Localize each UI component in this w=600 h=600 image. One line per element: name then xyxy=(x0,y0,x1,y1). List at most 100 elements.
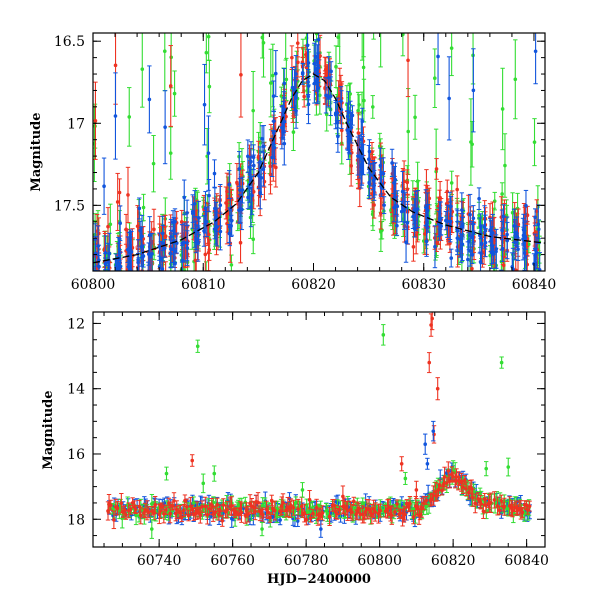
red-data-point xyxy=(285,496,291,518)
red-data-point xyxy=(302,503,307,523)
bottom-panel: 60740 60760 60780 60800 60820 60840 12 14 16 18 M… xyxy=(41,311,549,587)
green-data-point xyxy=(268,48,273,118)
green-data-point xyxy=(513,39,518,120)
blue-data-point xyxy=(227,170,232,200)
top-panel: 60800 60810 60820 60830 60840 16.5 17 17.5 Magn… xyxy=(29,0,556,300)
red-data-point xyxy=(205,505,210,525)
red-data-point xyxy=(272,500,277,521)
red-data-point xyxy=(295,33,300,58)
red-data-point xyxy=(267,512,273,523)
blue-data-point xyxy=(249,176,255,215)
blue-data-point xyxy=(424,204,429,246)
blue-data-point xyxy=(499,269,504,271)
green-outlier-point xyxy=(499,356,504,369)
bottom-panel-data-points xyxy=(105,312,532,539)
top-x-tick-label: 60810 xyxy=(181,277,226,293)
blue-data-point xyxy=(113,72,118,160)
blue-data-point xyxy=(281,97,287,122)
green-data-point xyxy=(291,113,296,151)
blue-data-point xyxy=(466,232,472,251)
red-data-point xyxy=(431,485,436,506)
blue-data-point xyxy=(271,111,276,132)
green-data-point xyxy=(337,33,342,64)
bottom-panel-frame xyxy=(92,311,546,548)
green-data-point xyxy=(203,261,209,271)
red-outlier-point xyxy=(399,456,404,472)
blue-data-point xyxy=(185,230,190,266)
blue-data-point xyxy=(482,205,487,249)
red-data-point xyxy=(168,45,173,127)
red-data-point xyxy=(93,81,98,160)
blue-data-point xyxy=(147,65,152,134)
red-data-point xyxy=(310,509,316,518)
green-data-point xyxy=(127,87,132,147)
green-outlier-point xyxy=(506,457,511,477)
red-data-point xyxy=(444,477,450,489)
blue-data-point xyxy=(435,33,441,86)
top-y-tick-label: 17 xyxy=(67,116,85,132)
blue-data-point xyxy=(315,44,320,80)
green-data-point xyxy=(502,133,508,198)
blue-data-point xyxy=(445,204,450,238)
red-data-point xyxy=(481,503,486,519)
blue-data-point xyxy=(129,230,134,271)
red-data-point xyxy=(209,497,215,513)
red-data-point xyxy=(217,504,223,517)
red-data-point xyxy=(349,503,355,521)
red-data-point xyxy=(238,33,244,118)
blue-data-point xyxy=(137,197,142,220)
blue-data-point xyxy=(467,193,473,236)
green-data-point xyxy=(378,33,383,68)
red-data-point xyxy=(307,490,312,510)
bottom-x-tick-label: 60840 xyxy=(504,553,549,569)
red-data-point xyxy=(407,496,413,512)
red-data-point xyxy=(163,504,169,515)
bottom-x-tick-label: 60760 xyxy=(210,553,255,569)
blue-data-point xyxy=(432,225,438,269)
red-data-point xyxy=(437,479,442,491)
red-data-point xyxy=(454,175,460,204)
blue-data-point xyxy=(279,105,285,150)
blue-data-point xyxy=(533,33,538,85)
red-data-point xyxy=(320,505,325,521)
blue-data-point xyxy=(259,125,265,153)
red-data-point xyxy=(301,85,307,108)
green-outlier-point xyxy=(300,482,305,498)
top-x-tick-label: 60820 xyxy=(291,277,336,293)
green-data-point xyxy=(370,95,375,119)
red-data-point xyxy=(220,514,225,527)
blue-data-point xyxy=(168,218,174,255)
blue-data-point xyxy=(371,163,376,198)
blue-data-point xyxy=(500,220,505,241)
blue-data-point xyxy=(460,213,465,240)
green-data-point xyxy=(406,88,411,176)
green-data-point xyxy=(335,33,341,47)
green-data-point xyxy=(206,33,211,61)
blue-data-point xyxy=(214,207,220,247)
red-data-point xyxy=(199,500,205,513)
bottom-panel-axes: 60740 60760 60780 60800 60820 60840 12 14 16 18 xyxy=(67,312,549,569)
blue-data-point xyxy=(479,224,484,265)
red-data-point xyxy=(424,495,429,505)
blue-data-point xyxy=(350,105,355,126)
blue-data-point xyxy=(504,216,510,253)
blue-data-point xyxy=(532,208,538,227)
green-data-point xyxy=(289,0,293,1)
red-data-point xyxy=(413,496,418,517)
blue-data-point xyxy=(237,151,242,187)
red-data-point xyxy=(207,502,212,516)
blue-data-point xyxy=(141,244,146,268)
red-data-point xyxy=(373,502,378,522)
green-outlier-point xyxy=(259,521,265,537)
red-data-point xyxy=(459,472,464,492)
red-outlier-point xyxy=(427,352,432,374)
blue-data-point xyxy=(181,222,187,263)
blue-outlier-point xyxy=(318,520,324,538)
blue-data-point xyxy=(522,230,527,249)
red-data-point xyxy=(138,506,143,525)
blue-data-point xyxy=(522,235,527,271)
red-data-point xyxy=(434,158,439,180)
top-x-tick-label: 60800 xyxy=(71,277,116,293)
red-data-point xyxy=(151,281,155,300)
